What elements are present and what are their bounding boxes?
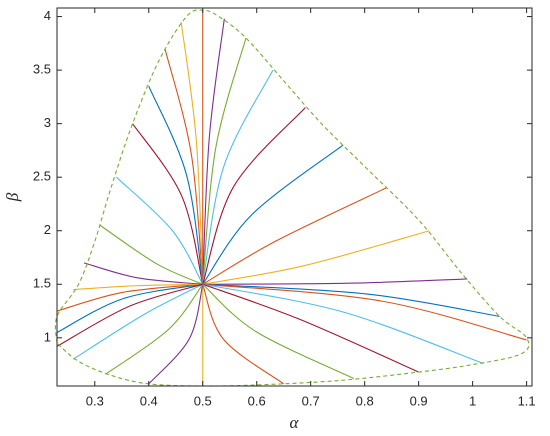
x-tick-label: 0.4 [140, 393, 158, 408]
y-tick-label: 4 [44, 8, 51, 23]
curve [148, 85, 204, 285]
curve [99, 224, 203, 285]
y-tick-label: 3.5 [33, 62, 51, 77]
y-tick-label: 2.5 [33, 169, 51, 184]
curve [180, 21, 204, 285]
curve [202, 278, 468, 285]
curve [56, 283, 203, 333]
curve [202, 283, 355, 379]
x-tick-label: 0.6 [248, 393, 266, 408]
curve [202, 37, 247, 285]
curve [202, 283, 500, 317]
curve [202, 284, 285, 385]
curve [115, 176, 204, 285]
x-tick-label: 1 [469, 393, 476, 408]
axes-box [56, 7, 533, 387]
curve [202, 144, 344, 285]
curve [202, 283, 527, 341]
curve [72, 283, 203, 360]
curve [56, 283, 203, 347]
y-axis-label: β [3, 192, 22, 202]
x-tick-label: 0.3 [86, 393, 104, 408]
x-tick-label: 0.9 [410, 393, 428, 408]
curve [202, 230, 430, 285]
curve [202, 187, 387, 285]
curve [202, 283, 484, 365]
curve [56, 283, 203, 312]
curve [202, 283, 419, 373]
x-tick-label: 0.8 [356, 393, 374, 408]
x-tick-label: 0.5 [194, 393, 212, 408]
plot-area [57, 8, 532, 386]
x-axis-label: α [290, 413, 300, 432]
curve [202, 18, 225, 285]
curve [105, 283, 204, 375]
curve [202, 69, 274, 285]
curve [73, 283, 203, 291]
curve [83, 262, 203, 285]
x-tick-label: 0.7 [302, 393, 320, 408]
y-tick-label: 2 [44, 222, 51, 237]
y-tick-label: 3 [44, 115, 51, 130]
x-tick-label: 1.1 [518, 393, 536, 408]
curve [164, 48, 204, 285]
y-tick-label: 1.5 [33, 276, 51, 291]
curve [148, 284, 204, 385]
curve [132, 123, 204, 285]
curve [202, 107, 306, 285]
y-tick-label: 1 [44, 329, 51, 344]
